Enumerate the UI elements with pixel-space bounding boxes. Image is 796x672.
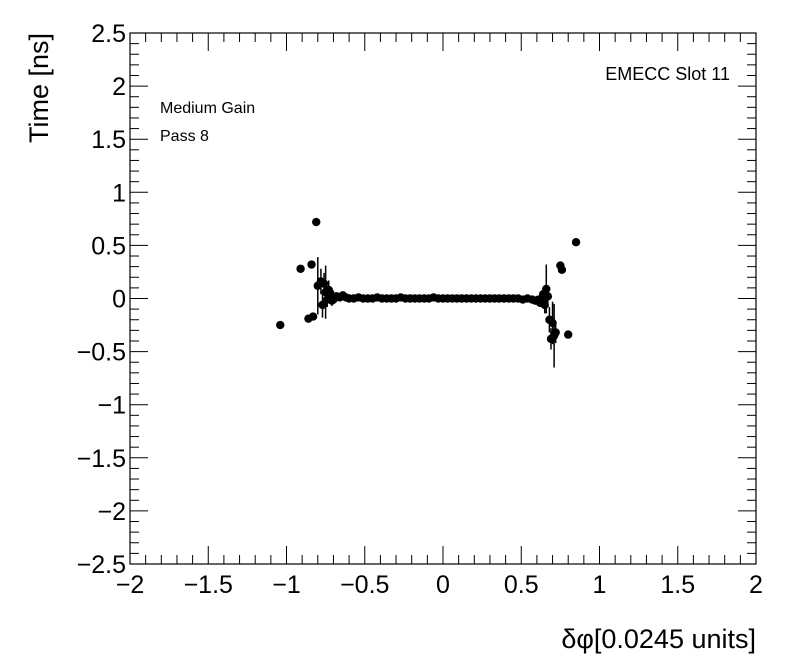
plot-frame	[129, 32, 757, 565]
x-axis-title: δφ[0.0245 units]	[561, 624, 756, 654]
tick-marks	[129, 32, 757, 565]
slot-label: EMECC Slot 11	[605, 64, 730, 84]
data-point	[540, 300, 549, 310]
data-point	[557, 265, 567, 275]
gain-label: Medium Gain	[160, 100, 255, 117]
y-tick-labels: 2.5 2 1.5 1 0.5 0 −0.5 −1 −1.5 −2 −2.5	[77, 20, 126, 579]
pass-label: Pass 8	[160, 128, 209, 145]
data-points	[276, 217, 581, 344]
data-point	[308, 312, 318, 321]
y-tick-label: −1	[97, 392, 126, 420]
data-point	[312, 217, 321, 227]
data-point	[551, 328, 560, 337]
x-tick-label: 2	[749, 571, 763, 599]
data-point	[307, 260, 316, 269]
y-tick-label: −2	[97, 498, 126, 526]
data-point	[326, 288, 335, 298]
x-tick-label: −1.5	[184, 571, 233, 599]
x-tick-label: 0.5	[504, 571, 539, 599]
data-point	[564, 330, 573, 339]
y-tick-label: 2	[112, 73, 126, 101]
y-tick-label: 2.5	[91, 20, 126, 48]
x-tick-label: 1	[593, 571, 607, 599]
x-tick-label: 0	[436, 571, 450, 599]
y-tick-label: 1	[112, 179, 126, 207]
data-point	[542, 284, 551, 294]
x-tick-labels: −2 −1.5 −1 −0.5 0 0.5 1 1.5 2	[116, 571, 763, 599]
y-tick-label: −0.5	[77, 339, 126, 367]
y-axis-title: Time [ns]	[24, 33, 54, 143]
data-point	[543, 292, 553, 301]
x-tick-label: −1	[272, 571, 301, 599]
y-tick-label: 0.5	[91, 232, 126, 260]
y-tick-label: 1.5	[91, 126, 126, 154]
x-tick-label: −2	[116, 571, 145, 599]
data-point	[276, 320, 285, 330]
data-point	[296, 264, 305, 273]
data-point	[571, 238, 581, 247]
y-tick-label: −2.5	[77, 551, 126, 579]
x-tick-label: −0.5	[340, 571, 389, 599]
x-tick-label: 1.5	[660, 571, 695, 599]
y-tick-label: 0	[112, 286, 126, 314]
data-point	[548, 318, 557, 328]
y-tick-label: −1.5	[77, 445, 126, 473]
data-point	[319, 279, 329, 288]
